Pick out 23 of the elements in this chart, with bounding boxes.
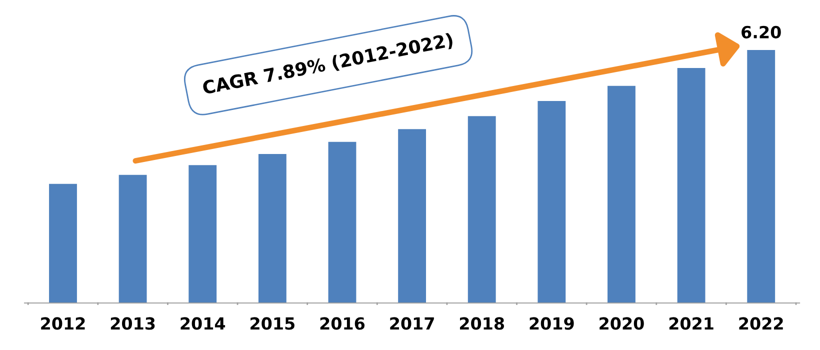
bar — [538, 101, 566, 303]
x-tick-label: 2018 — [460, 317, 504, 330]
x-tick-label: 2019 — [530, 317, 574, 330]
bar — [188, 165, 217, 303]
x-tick-label: 2017 — [390, 317, 434, 330]
bar — [677, 68, 706, 303]
x-tick-label: 2012 — [41, 317, 85, 330]
bar — [398, 129, 426, 303]
bar — [747, 50, 776, 303]
x-tick-label: 2015 — [250, 317, 294, 330]
bar — [258, 154, 286, 303]
bar — [328, 142, 356, 303]
x-tick-label: 2021 — [669, 317, 714, 330]
x-tick-label: 2020 — [600, 317, 644, 330]
bar — [468, 116, 496, 303]
data-label: 6.20 — [742, 26, 781, 38]
x-tick-label: 2014 — [180, 317, 226, 330]
x-tick-label: 2013 — [110, 317, 155, 330]
x-tick-label: 2022 — [739, 317, 783, 330]
bar — [49, 184, 77, 303]
bar — [608, 86, 636, 303]
x-tick-label: 2016 — [320, 317, 365, 330]
bar — [118, 174, 147, 303]
